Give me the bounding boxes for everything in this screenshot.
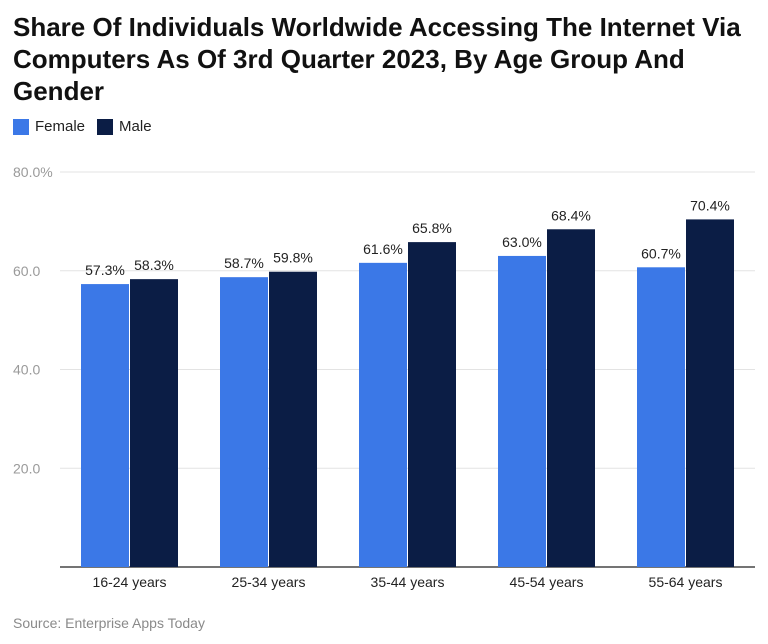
data-label-male-3: 65.8% — [412, 220, 452, 236]
bar-female-5 — [637, 267, 685, 567]
legend: Female Male — [13, 118, 164, 135]
chart-title: Share Of Individuals Worldwide Accessing… — [13, 12, 741, 106]
x-tick-label-3: 35-44 years — [371, 574, 445, 590]
x-tick-label-4: 45-54 years — [510, 574, 584, 590]
bar-female-3 — [359, 262, 407, 567]
source-note: Source: Enterprise Apps Today — [13, 615, 205, 631]
bar-female-4 — [498, 255, 546, 567]
data-label-female-4: 63.0% — [502, 234, 542, 250]
x-tick-label-5: 55-64 years — [649, 574, 723, 590]
bar-female-1 — [81, 284, 129, 567]
x-tick-label-2: 25-34 years — [232, 574, 306, 590]
y-tick-label-80: 80.0% — [13, 164, 53, 180]
legend-label-male: Male — [119, 118, 152, 135]
bar-male-3 — [408, 242, 456, 568]
y-tick-label-60: 60.0 — [13, 263, 40, 279]
bar-female-2 — [220, 277, 268, 567]
data-label-male-4: 68.4% — [551, 207, 591, 223]
x-tick-label-1: 16-24 years — [93, 574, 167, 590]
legend-item-female: Female — [13, 118, 85, 135]
data-label-male-5: 70.4% — [690, 197, 730, 213]
bar-male-2 — [269, 271, 317, 567]
data-label-female-3: 61.6% — [363, 241, 403, 257]
bar-male-5 — [686, 219, 734, 567]
legend-label-female: Female — [35, 118, 86, 135]
bar-male-1 — [130, 279, 178, 567]
bar-male-4 — [547, 229, 595, 567]
data-label-female-5: 60.7% — [641, 245, 681, 261]
legend-swatch-male — [97, 118, 114, 135]
data-label-male-2: 59.8% — [273, 250, 313, 266]
y-tick-label-40: 40.0 — [13, 362, 40, 378]
y-tick-label-20: 20.0 — [13, 460, 40, 476]
legend-swatch-female — [13, 118, 29, 135]
data-label-male-1: 58.3% — [134, 257, 174, 273]
legend-item-male: Male — [97, 118, 152, 135]
data-label-female-1: 57.3% — [85, 262, 125, 278]
data-label-female-2: 58.7% — [224, 255, 264, 271]
